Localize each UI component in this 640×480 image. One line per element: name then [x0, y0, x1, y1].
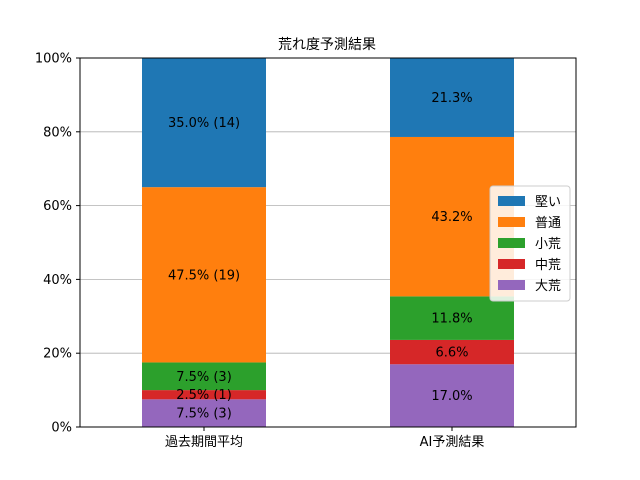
legend-label: 小荒 — [535, 237, 561, 252]
legend-swatch — [498, 280, 525, 290]
y-tick-label: 60% — [43, 199, 72, 214]
legend-label: 大荒 — [535, 279, 561, 294]
bar-segment-label: 35.0% (14) — [168, 116, 240, 131]
bar-segment — [142, 187, 266, 363]
bar-segment-label: 47.5% (19) — [168, 268, 240, 283]
x-tick-label: 過去期間平均 — [165, 435, 243, 450]
legend-swatch — [498, 196, 525, 206]
bar-segment-label: 2.5% (1) — [176, 388, 232, 403]
legend-label: 堅い — [535, 195, 561, 210]
legend-label: 中荒 — [535, 258, 561, 273]
y-tick-label: 20% — [43, 347, 72, 362]
segment-labels: 7.5% (3) 2.5% (1) 7.5% (3) 47.5% (19) 35.0% … — [168, 91, 473, 421]
bar-segment — [390, 339, 514, 365]
legend-swatch — [498, 217, 525, 227]
bar-segment-label: 7.5% (3) — [176, 370, 232, 385]
bar-segment-label: 11.8% — [431, 312, 472, 327]
bar-segment-label: 21.3% — [431, 91, 472, 106]
bar-segment — [390, 58, 514, 137]
legend-swatch — [498, 259, 525, 269]
x-axis: 過去期間平均 AI予測結果 — [165, 427, 484, 450]
bar-segment — [390, 296, 514, 340]
legend-box — [489, 185, 571, 302]
legend-label: 普通 — [535, 216, 561, 231]
plot-frame — [79, 57, 577, 428]
y-tick-label: 0% — [51, 421, 72, 436]
bar-segment-label: 6.6% — [435, 346, 468, 361]
bar-segment — [390, 364, 514, 427]
y-tick-label: 100% — [35, 52, 72, 67]
y-axis: 0% 20% 40% 60% 80% 100% — [35, 52, 80, 436]
bar-segment-label: 43.2% — [431, 210, 472, 225]
x-tick-label: AI予測結果 — [420, 435, 485, 450]
bar-segment-label: 17.0% — [431, 389, 472, 404]
bar-segment — [142, 58, 266, 188]
chart-title: 荒れ度予測結果 — [278, 37, 376, 53]
bar-segment-label: 7.5% (3) — [176, 407, 232, 422]
y-tick-label: 40% — [43, 273, 72, 288]
legend-swatch — [498, 238, 525, 248]
bar-segment — [142, 362, 266, 391]
bar-segment — [142, 390, 266, 400]
y-tick-label: 80% — [43, 125, 72, 140]
bar-segment — [142, 399, 266, 427]
